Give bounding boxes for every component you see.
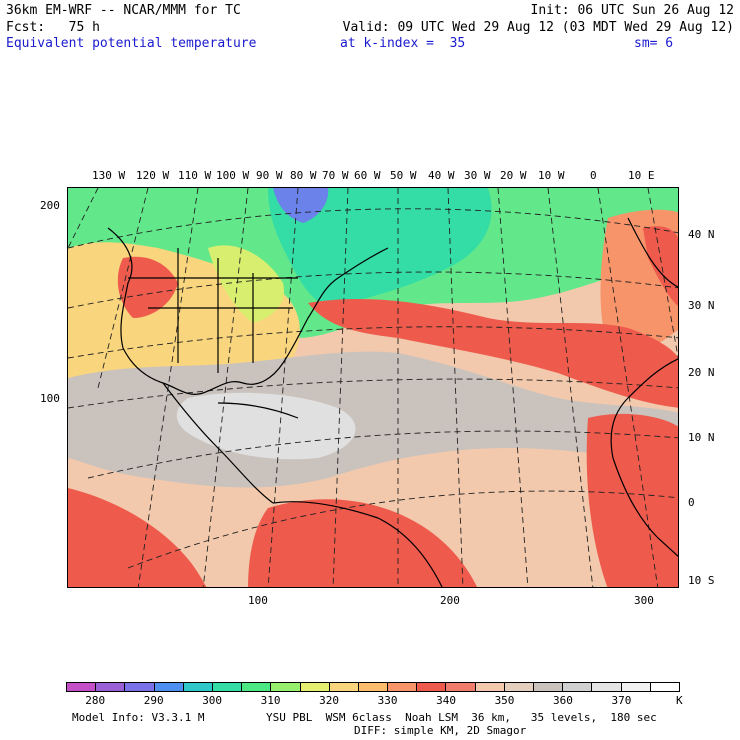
legend-color-cell bbox=[504, 683, 534, 691]
legend-color-cell bbox=[592, 683, 622, 691]
legend-color-cell bbox=[475, 683, 505, 691]
legend-label: 330 bbox=[377, 694, 398, 707]
us-yellowgreen bbox=[208, 245, 284, 323]
diffusion-info: DIFF: simple KM, 2D Smagor bbox=[354, 724, 527, 737]
lon-label: 10 W bbox=[538, 169, 565, 182]
field-name: Equivalent potential temperature bbox=[6, 36, 257, 51]
legend-color-cell bbox=[446, 683, 476, 691]
bottom-tick-100: 100 bbox=[248, 594, 268, 607]
south-america-red bbox=[248, 499, 477, 587]
lat-label: 30 N bbox=[688, 299, 715, 312]
legend-color-cell bbox=[417, 683, 447, 691]
physics-info: YSU PBL WSM 6class Noah LSM 36 km, 35 le… bbox=[266, 711, 657, 724]
coastlines bbox=[107, 217, 678, 587]
bottom-tick-300: 300 bbox=[634, 594, 654, 607]
legend-color-cell bbox=[358, 683, 389, 691]
legend-color-cell bbox=[242, 683, 272, 691]
lon-label: 30 W bbox=[464, 169, 491, 182]
lon-label: 90 W bbox=[256, 169, 283, 182]
atlantic-red-band bbox=[308, 298, 678, 408]
legend-label: 340 bbox=[436, 694, 456, 707]
lon-label: 100 W bbox=[216, 169, 250, 182]
legend-color-cell bbox=[183, 683, 213, 691]
model-title: 36km EM-WRF -- NCAR/MMM for TC bbox=[6, 3, 241, 18]
lon-label: 110 W bbox=[178, 169, 212, 182]
map-panel bbox=[67, 187, 679, 588]
legend-color-cell bbox=[212, 683, 243, 691]
legend-color-cell bbox=[563, 683, 593, 691]
africa-red bbox=[586, 413, 678, 587]
legend-label: 310 bbox=[260, 694, 281, 707]
legend-color-cell bbox=[388, 683, 418, 691]
legend-label: 280 bbox=[85, 694, 106, 707]
init-time: Init: 06 UTC Sun 26 Aug 12 bbox=[530, 3, 735, 18]
legend-color-cell bbox=[300, 683, 330, 691]
legend-label: 290 bbox=[143, 694, 164, 707]
legend-color-cell bbox=[125, 683, 155, 691]
theta-e-map bbox=[68, 188, 678, 587]
lon-label: 0 bbox=[590, 169, 597, 182]
lon-label: 120 W bbox=[136, 169, 170, 182]
lat-label: 10 S bbox=[688, 574, 715, 587]
legend-label: 350 bbox=[494, 694, 515, 707]
caribbean-lightgray bbox=[176, 392, 356, 460]
lon-label: 70 W bbox=[322, 169, 349, 182]
color-legend-bar bbox=[66, 682, 680, 692]
legend-label: 300 bbox=[202, 694, 223, 707]
left-tick-100: 100 bbox=[40, 392, 60, 405]
legend-color-cell bbox=[154, 683, 184, 691]
lon-label: 60 W bbox=[354, 169, 381, 182]
legend-label: 320 bbox=[319, 694, 340, 707]
labrador-blue bbox=[273, 188, 329, 223]
legend-color-cell bbox=[621, 683, 651, 691]
forecast-hour: Fcst: 75 h bbox=[6, 20, 100, 35]
lon-label: 10 E bbox=[628, 169, 655, 182]
europe-red bbox=[643, 226, 678, 307]
smoothing-info: sm= 6 bbox=[634, 36, 674, 51]
legend-color-cell bbox=[67, 683, 97, 691]
lat-label: 0 bbox=[688, 496, 695, 509]
lat-label: 40 N bbox=[688, 228, 715, 241]
bottom-tick-200: 200 bbox=[440, 594, 460, 607]
graticule bbox=[68, 188, 678, 587]
legend-color-cell bbox=[534, 683, 564, 691]
legend-color-cell bbox=[271, 683, 301, 691]
northern-cyan-region bbox=[268, 188, 492, 308]
lon-label: 80 W bbox=[290, 169, 317, 182]
lon-label: 20 W bbox=[500, 169, 527, 182]
left-tick-200: 200 bbox=[40, 199, 60, 212]
legend-color-cell bbox=[650, 683, 679, 691]
lat-label: 10 N bbox=[688, 431, 715, 444]
pacific-red bbox=[68, 488, 207, 587]
us-red-west bbox=[117, 256, 178, 318]
legend-label: 370 bbox=[611, 694, 632, 707]
valid-time: Valid: 09 UTC Wed 29 Aug 12 (03 MDT Wed … bbox=[342, 20, 734, 35]
lon-label: 40 W bbox=[428, 169, 455, 182]
legend-color-cell bbox=[329, 683, 359, 691]
legend-label: 360 bbox=[553, 694, 573, 707]
legend-color-cell bbox=[96, 683, 126, 691]
lon-label: 50 W bbox=[390, 169, 417, 182]
lon-label: 130 W bbox=[92, 169, 126, 182]
lat-label: 20 N bbox=[688, 366, 715, 379]
model-info: Model Info: V3.3.1 M bbox=[72, 711, 205, 724]
legend-unit: K bbox=[676, 694, 683, 707]
level-info: at k-index = 35 bbox=[340, 36, 466, 51]
